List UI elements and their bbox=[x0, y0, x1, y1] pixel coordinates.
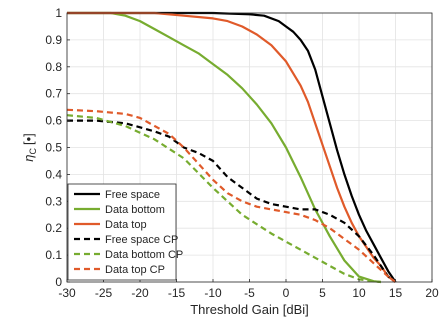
x-tick-label: -30 bbox=[58, 286, 76, 300]
x-tick-label: 0 bbox=[283, 286, 290, 300]
y-tick-label: 0.3 bbox=[45, 194, 62, 208]
y-tick-label: 0.5 bbox=[45, 141, 62, 155]
y-tick-label: 0.6 bbox=[45, 114, 62, 128]
x-tick-label: 15 bbox=[389, 286, 403, 300]
series-line-free-space-cp bbox=[67, 119, 397, 283]
series-line-data-bottom-cp bbox=[66, 114, 382, 284]
legend-entry: Free space bbox=[105, 189, 160, 201]
y-tick-label: 0.2 bbox=[45, 221, 62, 235]
series-line-data-top-cp bbox=[66, 108, 397, 283]
legend-entry: Data bottom bbox=[105, 204, 165, 216]
x-tick-label: 10 bbox=[352, 286, 366, 300]
y-axis-label: ηC [•] bbox=[21, 133, 38, 162]
legend-entry: Data top CP bbox=[105, 264, 165, 276]
y-tick-label: 0.8 bbox=[45, 60, 62, 74]
y-tick-label: 0.4 bbox=[45, 167, 62, 181]
y-tick-label: 1 bbox=[55, 6, 62, 20]
y-axis-symbol: η bbox=[21, 155, 36, 162]
x-tick-label: -15 bbox=[168, 286, 186, 300]
legend-box bbox=[67, 183, 177, 281]
y-tick-label: 0.7 bbox=[45, 87, 62, 101]
legend: Free space Data bottom Data top Free space … bbox=[67, 183, 183, 281]
tick-labels: -30 -25 -20 -15 -10 -5 0 5 10 15 20 0 0.1 0.2 0.3 0.4 0.… bbox=[45, 6, 439, 300]
series-layer bbox=[66, 11, 397, 284]
x-tick-label: -25 bbox=[95, 286, 113, 300]
y-tick-label: 0.1 bbox=[45, 248, 62, 262]
x-tick-label: -20 bbox=[131, 286, 149, 300]
legend-entry: Data bottom CP bbox=[105, 249, 183, 261]
series-line-data-bottom bbox=[67, 11, 382, 284]
x-axis-label: Threshold Gain [dBi] bbox=[190, 302, 309, 317]
legend-entry: Free space CP bbox=[105, 234, 178, 246]
y-tick-label: 0.9 bbox=[45, 33, 62, 47]
x-tick-label: 20 bbox=[425, 286, 439, 300]
y-tick-label: 0 bbox=[55, 275, 62, 289]
x-tick-label: -5 bbox=[244, 286, 255, 300]
legend-entry: Data top bbox=[105, 219, 147, 231]
y-axis-unit: [•] bbox=[21, 133, 36, 145]
x-tick-label: 5 bbox=[319, 286, 326, 300]
y-axis-subscript: C bbox=[28, 148, 38, 155]
series-line-free-space bbox=[67, 11, 397, 283]
x-tick-label: -10 bbox=[204, 286, 222, 300]
